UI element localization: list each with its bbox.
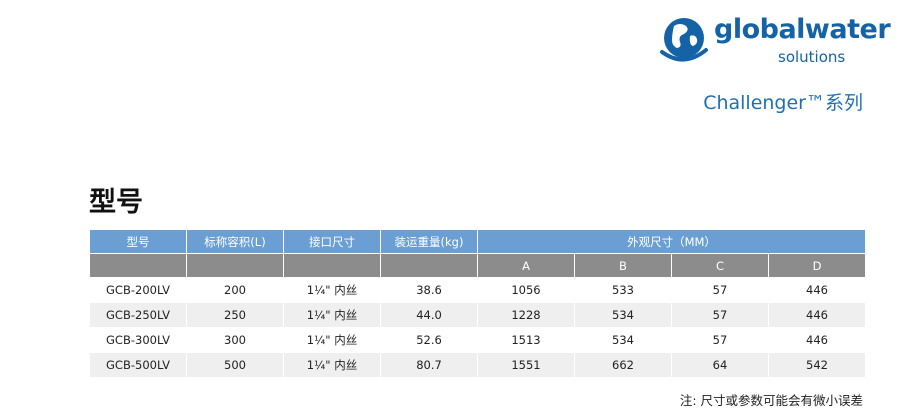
cell-weight: 80.7 xyxy=(380,352,478,378)
cell-model: GCB-500LV xyxy=(89,352,187,378)
series-title: Challenger™系列 xyxy=(703,92,863,114)
subheader-dim-b: B xyxy=(574,253,672,278)
header-weight: 装运重量(kg) xyxy=(380,229,478,254)
cell-dim-b: 662 xyxy=(574,352,672,378)
table-subheader-row: A B C D xyxy=(89,253,867,278)
cell-capacity: 250 xyxy=(186,302,284,328)
cell-dim-b: 533 xyxy=(574,277,672,303)
cell-dim-b: 534 xyxy=(574,327,672,353)
subheader-dim-c: C xyxy=(671,253,769,278)
cell-dim-a: 1551 xyxy=(477,352,575,378)
cell-capacity: 200 xyxy=(186,277,284,303)
cell-dim-c: 57 xyxy=(671,327,769,353)
subheader-empty xyxy=(380,253,478,278)
cell-weight: 44.0 xyxy=(380,302,478,328)
cell-connection: 1¼" 内丝 xyxy=(283,302,381,328)
cell-dim-d: 542 xyxy=(767,352,867,378)
table-row: GCB-200LV 200 1¼" 内丝 38.6 1056 533 57 44… xyxy=(89,277,867,303)
header-dimensions: 外观尺寸（MM） xyxy=(476,229,867,254)
cell-model: GCB-200LV xyxy=(89,277,187,303)
cell-dim-c: 57 xyxy=(671,302,769,328)
subheader-empty xyxy=(186,253,284,278)
header-model: 型号 xyxy=(89,229,187,254)
subheader-empty xyxy=(283,253,381,278)
subheader-empty xyxy=(89,253,187,278)
brand-subtitle: solutions xyxy=(778,48,846,66)
header-connection: 接口尺寸 xyxy=(283,229,381,254)
table-row: GCB-300LV 300 1¼" 内丝 52.6 1513 534 57 44… xyxy=(89,327,867,353)
cell-dim-d: 446 xyxy=(767,302,867,328)
section-title: 型号 xyxy=(89,187,143,218)
cell-weight: 38.6 xyxy=(380,277,478,303)
cell-capacity: 500 xyxy=(186,352,284,378)
globe-icon xyxy=(660,18,708,62)
spec-table: 型号 标称容积(L) 接口尺寸 装运重量(kg) 外观尺寸（MM） A B C … xyxy=(89,229,867,378)
cell-dim-d: 446 xyxy=(767,277,867,303)
subheader-dim-a: A xyxy=(477,253,575,278)
cell-connection: 1¼" 内丝 xyxy=(283,277,381,303)
brand-name: globalwater xyxy=(714,14,891,45)
cell-dim-c: 57 xyxy=(671,277,769,303)
cell-connection: 1¼" 内丝 xyxy=(283,327,381,353)
cell-dim-a: 1228 xyxy=(477,302,575,328)
cell-dim-a: 1056 xyxy=(477,277,575,303)
header-capacity: 标称容积(L) xyxy=(186,229,284,254)
cell-dim-c: 64 xyxy=(671,352,769,378)
cell-model: GCB-250LV xyxy=(89,302,187,328)
footnote: 注: 尺寸或参数可能会有微小误差 xyxy=(679,393,863,408)
cell-dim-b: 534 xyxy=(574,302,672,328)
cell-dim-a: 1513 xyxy=(477,327,575,353)
cell-model: GCB-300LV xyxy=(89,327,187,353)
table-row: GCB-500LV 500 1¼" 内丝 80.7 1551 662 64 54… xyxy=(89,352,867,378)
table-header-row: 型号 标称容积(L) 接口尺寸 装运重量(kg) 外观尺寸（MM） xyxy=(89,229,867,254)
table-row: GCB-250LV 250 1¼" 内丝 44.0 1228 534 57 44… xyxy=(89,302,867,328)
cell-connection: 1¼" 内丝 xyxy=(283,352,381,378)
cell-weight: 52.6 xyxy=(380,327,478,353)
cell-capacity: 300 xyxy=(186,327,284,353)
brand-logo: globalwater solutions xyxy=(658,12,891,72)
subheader-dim-d: D xyxy=(767,253,867,278)
cell-dim-d: 446 xyxy=(767,327,867,353)
